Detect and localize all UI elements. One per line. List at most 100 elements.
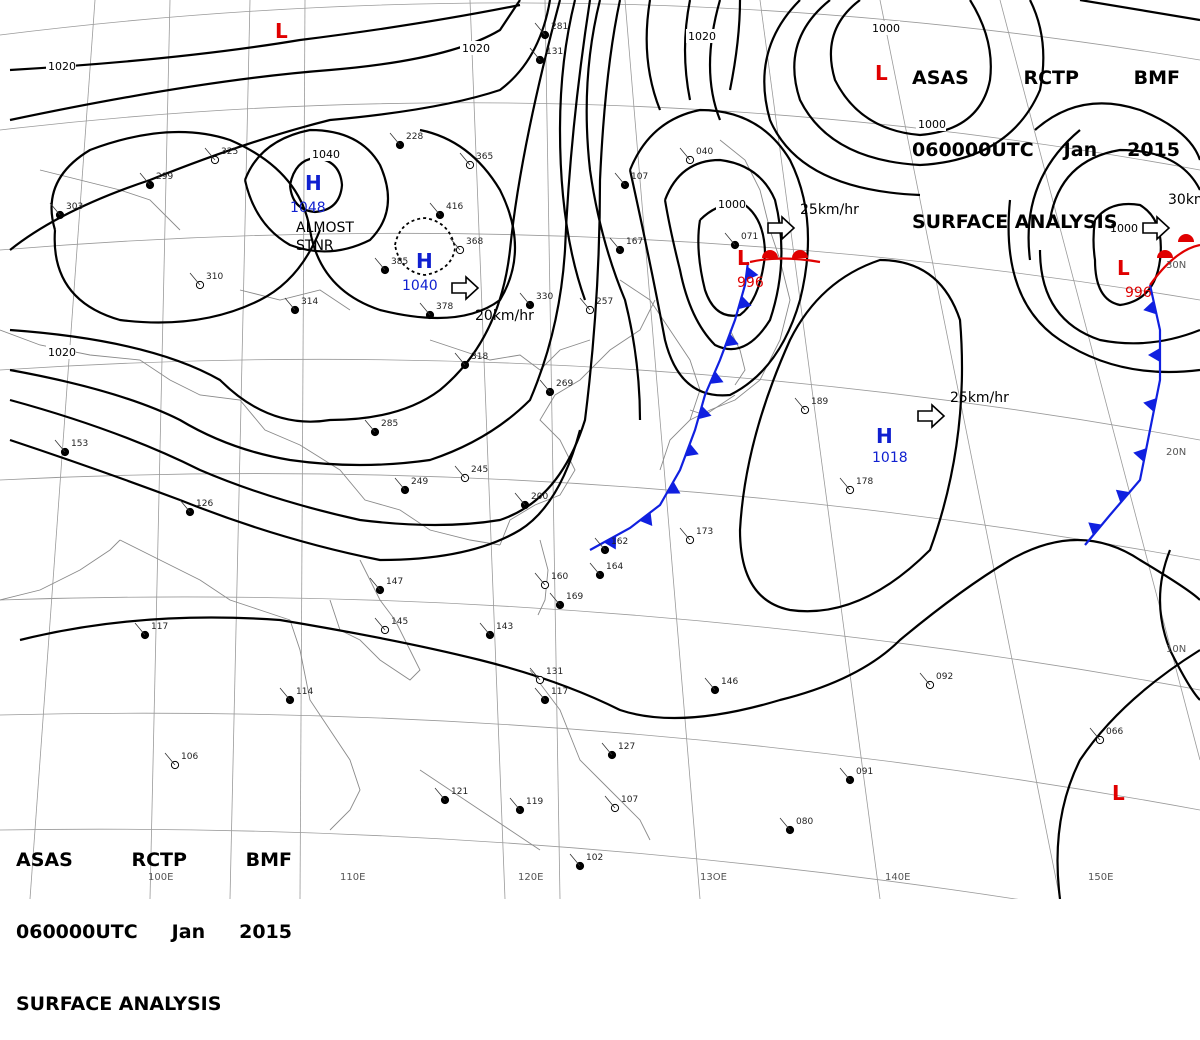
wind-barb	[605, 796, 615, 808]
low-marker: L	[1117, 256, 1130, 280]
wind-barb	[395, 478, 405, 490]
station-plot: 178	[840, 477, 873, 494]
wind-barb	[480, 623, 490, 635]
station-pressure: 169	[566, 592, 583, 602]
wind-barb	[535, 573, 545, 585]
coastline	[690, 395, 735, 415]
station-pressure: 269	[556, 379, 573, 389]
isobar-line	[685, 0, 690, 100]
warm-front-pip	[792, 250, 808, 258]
meridian-line	[545, 0, 560, 899]
station-pressure: 127	[618, 742, 635, 752]
wind-barb	[455, 466, 465, 478]
station-pressure: 119	[526, 797, 543, 807]
station-pressure: 117	[151, 622, 168, 632]
wind-barb	[540, 380, 550, 392]
wind-barb	[285, 298, 295, 310]
center-pressure: 1048	[290, 200, 326, 216]
station-plot: 117	[535, 687, 568, 704]
station-pressure: 385	[391, 257, 408, 267]
station-plot: 160	[535, 572, 568, 589]
station-plot: 385	[375, 257, 408, 274]
station-plot: 269	[540, 379, 573, 396]
motion-arrow	[452, 277, 478, 299]
station-pressure: 092	[936, 672, 953, 682]
station-pressure: 153	[71, 439, 88, 449]
wind-barb	[795, 398, 805, 410]
wind-barb	[430, 203, 440, 215]
station-plot: 173	[680, 527, 713, 544]
station-pressure: 325	[221, 147, 238, 157]
header-code: BMF	[246, 848, 292, 872]
header-agency: ASAS	[912, 66, 969, 90]
station-pressure: 147	[386, 577, 403, 587]
station-pressure: 200	[531, 492, 548, 502]
isobar-label: 1020	[462, 42, 490, 55]
station-plot: 153	[55, 439, 88, 456]
wind-barb	[595, 538, 605, 550]
station-pressure: 257	[596, 297, 613, 307]
station-pressure: 303	[66, 202, 83, 212]
isobar-line	[730, 0, 740, 90]
wind-barb	[390, 133, 400, 145]
header-year: 2015	[239, 920, 292, 944]
header-month: Jan	[172, 920, 205, 944]
wind-barb	[190, 273, 200, 285]
header-month: Jan	[1064, 138, 1097, 162]
coastline	[538, 540, 548, 615]
warm-front-line	[750, 259, 820, 263]
cold-front-pip	[667, 481, 681, 493]
station-plot: 189	[795, 397, 828, 414]
station-plot: 092	[920, 672, 953, 689]
isobar-line	[1058, 650, 1200, 899]
high-marker: H	[416, 249, 433, 273]
station-plot: 146	[705, 677, 738, 694]
wind-barb	[365, 420, 375, 432]
isobar-line	[55, 230, 320, 323]
isobar-line	[587, 0, 640, 420]
isobar-line	[1080, 0, 1200, 20]
center-pressure: 1018	[872, 450, 908, 466]
station-pressure: 228	[406, 132, 423, 142]
wind-barb	[602, 743, 612, 755]
station-pressure: 114	[296, 687, 313, 697]
station-plot: 147	[370, 577, 403, 594]
station-pressure: 178	[856, 477, 873, 487]
station-plot: 114	[280, 687, 313, 704]
meridian-line	[470, 0, 505, 899]
wind-barb	[135, 623, 145, 635]
station-plot: 325	[205, 147, 238, 164]
low-marker: L	[875, 61, 888, 85]
wind-barb	[450, 238, 460, 250]
station-pressure: 107	[621, 795, 638, 805]
motion-speed: 20km/hr	[475, 308, 534, 324]
station-pressure: 318	[471, 352, 488, 362]
high-marker: H	[305, 171, 322, 195]
station-pressure: 126	[196, 499, 213, 509]
station-plot: 303	[50, 202, 83, 219]
station-pressure: 189	[811, 397, 828, 407]
coastline	[0, 540, 120, 600]
low-pressure-center: L	[1112, 781, 1125, 805]
wind-barb	[615, 173, 625, 185]
station-pressure: 145	[391, 617, 408, 627]
station-pressure: 249	[411, 477, 428, 487]
station-pressure: 131	[546, 47, 563, 57]
station-plot: 299	[140, 172, 173, 189]
station-pressure: 117	[551, 687, 568, 697]
station-pressure: 160	[551, 572, 568, 582]
longitude-label: 13OE	[700, 872, 727, 883]
motion-arrow	[918, 405, 944, 427]
wind-barb	[840, 768, 850, 780]
low-pressure-center: L	[875, 61, 888, 85]
header-product: SURFACE ANALYSIS	[16, 992, 221, 1016]
latitude-label: 20N	[1166, 447, 1186, 458]
header-agency: ASAS	[16, 848, 73, 872]
station-plot: 107	[605, 795, 638, 812]
header-bottom-left: ASAS RCTP BMF 060000UTC Jan 2015 SURFACE…	[16, 800, 292, 1040]
front-line	[1085, 285, 1160, 545]
warm-front-pip	[1178, 234, 1194, 242]
header-code: BMF	[1134, 66, 1180, 90]
